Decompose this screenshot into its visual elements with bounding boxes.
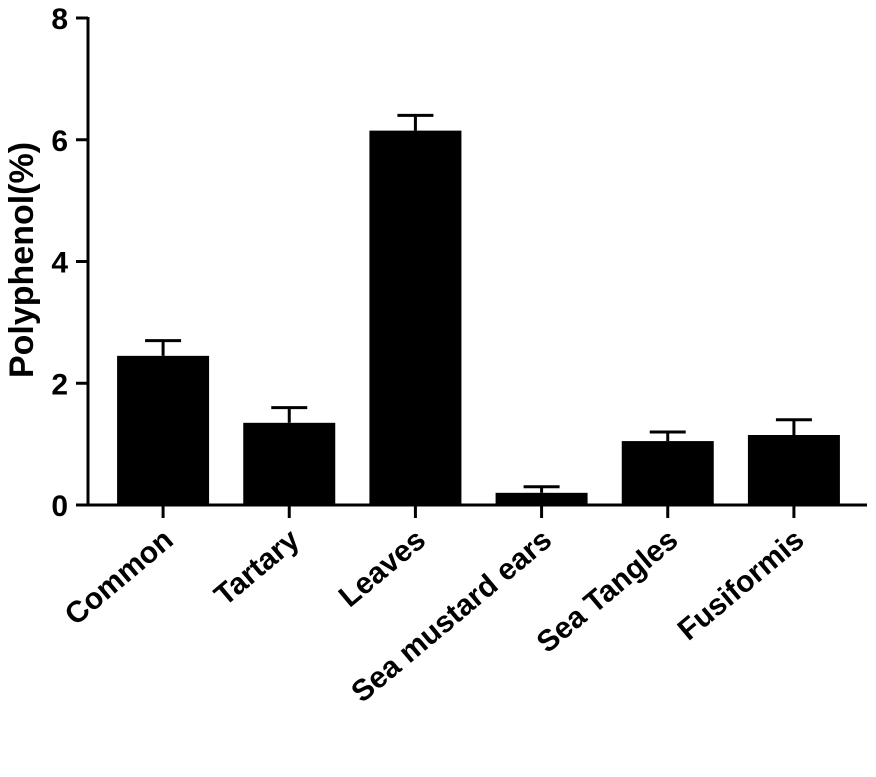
bar — [243, 422, 336, 505]
x-tick-label: Fusiformis — [672, 523, 811, 647]
bars — [117, 130, 840, 505]
bar — [369, 130, 462, 505]
bar — [621, 441, 714, 505]
x-tick-label: Tartary — [208, 523, 306, 612]
y-axis-label-group: Polyphenol(%) — [3, 142, 41, 378]
bar — [495, 492, 588, 505]
bar — [117, 355, 210, 505]
y-tick-label: 0 — [51, 490, 68, 523]
bar — [747, 434, 840, 505]
x-tick-label: Leaves — [333, 523, 432, 614]
y-tick-label: 6 — [51, 125, 68, 158]
error-bars — [145, 113, 812, 493]
y-tick-label: 4 — [51, 247, 68, 280]
y-ticks: 0 2 4 6 8 — [51, 3, 88, 523]
y-tick-label: 2 — [51, 368, 68, 401]
y-axis-label: Polyphenol(%) — [3, 142, 41, 378]
y-tick-label: 8 — [51, 3, 68, 36]
x-tick-label: Common — [59, 523, 180, 632]
